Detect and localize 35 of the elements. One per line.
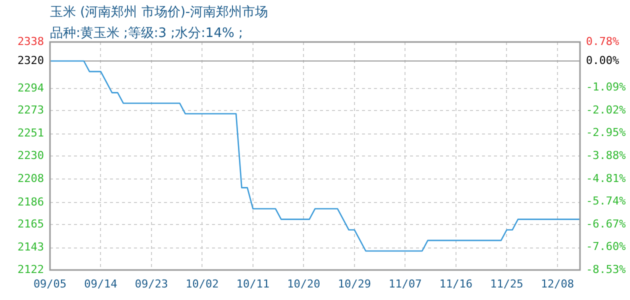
- y2-tick-label: -2.02%: [586, 103, 626, 116]
- y2-tick-label: -3.88%: [586, 148, 626, 162]
- y-tick-label: 2251: [18, 126, 44, 140]
- y-tick-label: 2320: [18, 54, 44, 67]
- y-tick-label: 2143: [18, 240, 44, 254]
- x-tick-label: 10/20: [287, 277, 320, 290]
- x-tick-label: 10/11: [236, 277, 270, 290]
- x-tick-label: 11/07: [388, 277, 422, 290]
- x-tick-label: 10/02: [186, 277, 219, 290]
- y2-tick-label: 0.00%: [586, 54, 620, 67]
- y2-tick-label: -8.53%: [586, 262, 626, 276]
- x-tick-label: 12/08: [540, 277, 574, 290]
- x-tick-label: 09/23: [134, 277, 168, 290]
- y-tick-label: 2208: [18, 172, 44, 186]
- chart-title: 玉米 (河南郑州 市场价)-河南郑州市场: [50, 4, 268, 21]
- y2-tick-label: -2.95%: [586, 126, 626, 140]
- y2-tick-label: -6.67%: [586, 217, 626, 230]
- y2-tick-label: -7.60%: [586, 240, 626, 254]
- x-tick-label: 11/25: [490, 277, 524, 290]
- chart-subtitle: 品种:黄玉米 ;等级:3 ;水分:14% ;: [50, 25, 243, 42]
- x-tick-label: 09/14: [84, 277, 118, 290]
- y2-tick-label: -1.09%: [586, 80, 626, 94]
- x-tick-label: 11/16: [439, 277, 473, 290]
- x-tick-label: 09/05: [33, 277, 67, 290]
- y-tick-label: 2230: [18, 148, 44, 162]
- y-tick-label: 2338: [18, 34, 44, 48]
- y-tick-label: 2294: [18, 81, 44, 94]
- y2-tick-label: 0.78%: [586, 34, 620, 48]
- y-tick-label: 2186: [18, 195, 44, 208]
- y-tick-label: 2165: [18, 217, 44, 230]
- x-tick-label: 10/29: [338, 277, 372, 290]
- y2-tick-label: -5.74%: [586, 194, 626, 208]
- y2-tick-label: -4.81%: [586, 172, 626, 185]
- y-tick-label: 2273: [18, 103, 44, 116]
- y-tick-label: 2122: [18, 262, 44, 276]
